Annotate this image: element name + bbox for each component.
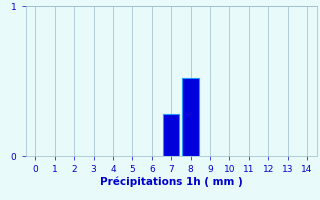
Bar — [182, 78, 199, 156]
Bar — [163, 114, 180, 156]
X-axis label: Précipitations 1h ( mm ): Précipitations 1h ( mm ) — [100, 177, 243, 187]
